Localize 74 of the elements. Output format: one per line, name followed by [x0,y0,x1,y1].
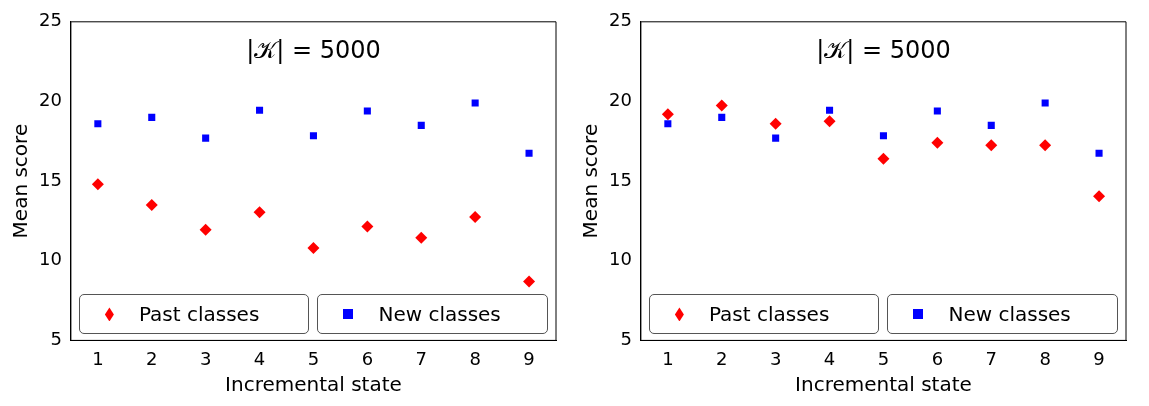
point [664,120,672,128]
x-tick-label: 6 [361,347,374,369]
x-tick-label: 7 [985,347,997,369]
point [1039,139,1052,152]
point [877,152,890,165]
point [1093,190,1106,203]
point [307,242,320,255]
point [91,178,104,191]
legend-label: New classes [378,302,501,327]
x-tick-label: 5 [307,347,320,369]
y-tick-label: 15 [39,168,62,190]
y-tick-label: 10 [609,248,632,270]
point [309,132,317,140]
x-tick-label: 9 [1093,347,1105,369]
point [148,113,156,121]
point [363,107,371,115]
y-tick-label: 25 [609,9,632,31]
x-axis-title: Incremental state [795,372,972,397]
y-tick-label: 5 [620,328,632,350]
point [145,199,158,211]
point [987,121,995,129]
x-tick-label: 1 [92,347,104,369]
x-tick-label: 8 [1039,347,1051,369]
point [415,231,428,244]
annotation: |𝒦| = 5000 [816,36,951,65]
y-axis-title: Mean score [578,123,603,239]
x-tick-label: 3 [199,347,212,369]
point [823,115,836,128]
point [661,108,674,121]
x-tick-label: 9 [523,347,535,369]
point [471,99,479,107]
y-axis-title: Mean score [8,123,33,239]
point [931,136,944,149]
point [985,139,998,152]
x-tick-label: 7 [415,347,427,369]
point [1041,99,1049,107]
x-tick-label: 3 [769,347,782,369]
x-tick-label: 1 [662,347,674,369]
point [361,220,374,233]
point [256,106,264,114]
point [826,106,834,114]
point [718,113,726,121]
legend-label: Past classes [708,302,830,327]
point [715,99,728,112]
point [769,117,782,130]
x-tick-label: 5 [877,347,890,369]
point [417,121,425,129]
legend-label: Past classes [138,302,260,327]
x-tick-label: 6 [931,347,944,369]
point [469,210,482,223]
y-tick-label: 5 [50,328,62,350]
x-tick-label: 4 [823,347,836,369]
point [523,275,536,288]
point [94,120,102,128]
point [202,134,210,142]
y-tick-label: 15 [609,168,632,190]
point [879,132,887,140]
point [772,134,780,142]
x-tick-label: 2 [146,347,158,369]
y-tick-label: 25 [39,9,62,31]
y-tick-label: 20 [39,89,62,111]
x-tick-label: 4 [253,347,266,369]
legend-label: New classes [948,302,1071,327]
point [1095,149,1103,157]
point [199,223,212,236]
x-axis-title: Incremental state [225,372,402,397]
y-tick-label: 10 [39,248,62,270]
point [933,107,941,115]
y-tick-label: 20 [609,89,632,111]
point [525,149,533,157]
x-tick-label: 2 [716,347,728,369]
point [253,206,266,219]
x-tick-label: 8 [469,347,481,369]
annotation: |𝒦| = 5000 [246,36,381,65]
